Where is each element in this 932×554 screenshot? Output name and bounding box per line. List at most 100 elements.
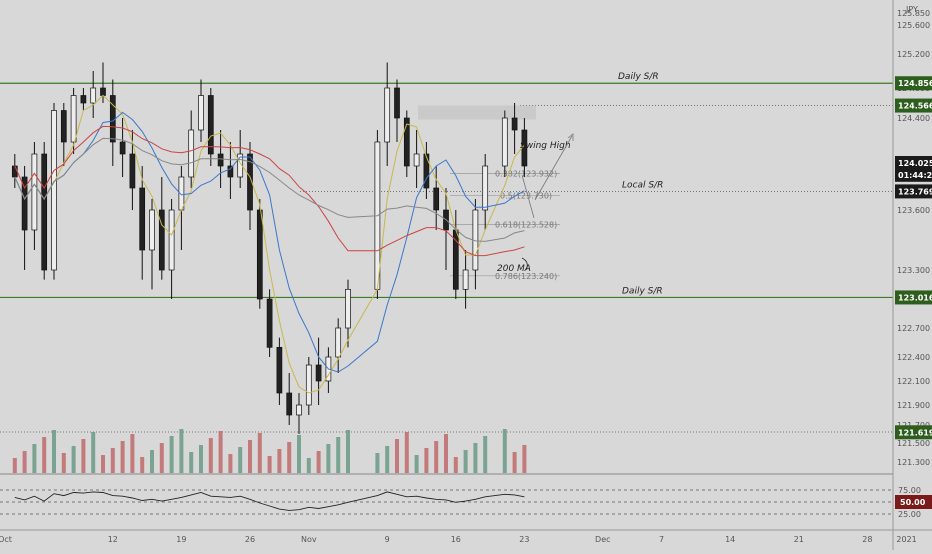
volume-bar	[110, 448, 115, 473]
candle-body	[100, 87, 106, 96]
candle-body	[482, 165, 489, 211]
price-badge	[895, 184, 932, 199]
candle-body	[119, 141, 126, 155]
candle-body	[11, 165, 18, 178]
candle-body	[51, 110, 57, 271]
volume-bar	[385, 446, 390, 473]
candle-body	[90, 87, 97, 104]
price-tick: 122.100	[897, 377, 930, 386]
volume-bar	[32, 444, 37, 473]
time-axis[interactable]: Oct 12 19 26 Nov 9 16 23 Dec 7 14 21 28 2021	[0, 535, 917, 544]
candle-body	[158, 209, 165, 271]
volume-bar	[424, 448, 429, 473]
rsi-badge	[895, 495, 932, 509]
candle-body	[31, 153, 38, 231]
volume-bar	[414, 455, 419, 473]
candle-body	[139, 187, 146, 251]
volume-bar	[159, 443, 164, 473]
price-badge-label: 124.856	[898, 79, 932, 88]
candle-body	[60, 110, 67, 143]
volume-bar	[199, 445, 203, 473]
candle-body	[109, 95, 116, 143]
volume-bar	[483, 436, 488, 473]
volume-bar	[42, 437, 47, 473]
volume-bar	[404, 432, 409, 473]
annotations: Swing High 200 MA	[497, 133, 574, 274]
level-label: Local S/R	[622, 180, 663, 190]
price-tick: 121.900	[897, 401, 930, 410]
price-tick: 123.300	[897, 266, 930, 275]
candle-body	[403, 117, 410, 167]
time-tick: 19	[176, 535, 186, 544]
volume-bar	[522, 445, 527, 473]
rsi-line	[14, 491, 525, 511]
volume-bar	[336, 437, 341, 473]
volume-bar	[473, 443, 478, 473]
price-tick: 122.400	[897, 353, 930, 362]
time-tick: 28	[862, 535, 872, 544]
candle-body	[501, 117, 508, 167]
candle-body	[129, 153, 136, 189]
price-badge	[895, 167, 932, 182]
candle-body	[433, 187, 440, 211]
volume-bar	[208, 438, 213, 473]
candle-body	[462, 269, 469, 290]
level-label: Daily S/R	[618, 72, 659, 82]
volume-bar	[395, 439, 399, 473]
volume-bar	[512, 452, 517, 473]
volume-bar	[179, 429, 184, 473]
candle-body	[423, 153, 430, 189]
candle-body	[511, 117, 518, 131]
candle-body	[149, 209, 155, 251]
volume-bar	[120, 441, 125, 473]
candle-body	[188, 129, 195, 178]
price-badge-label: 123.016	[898, 293, 932, 302]
price-axis[interactable]: 125.850125.600125.200124.800124.400124.0…	[895, 9, 932, 467]
candle-body	[286, 392, 293, 416]
candle-body	[256, 209, 263, 300]
volume-bar	[61, 453, 66, 473]
time-tick: 12	[108, 535, 118, 544]
volume-bar	[12, 458, 17, 473]
candle-body	[168, 209, 175, 271]
candle-body	[227, 165, 234, 178]
price-badge	[895, 98, 932, 113]
time-tick: 9	[385, 535, 390, 544]
volume-bar	[306, 458, 311, 473]
volume-bar	[228, 454, 233, 473]
price-tick: 123.600	[897, 206, 930, 215]
price-badge	[895, 290, 932, 305]
volume-bar	[326, 444, 331, 473]
level-label: Daily S/R	[622, 286, 663, 296]
horizontal-levels: Daily S/R Daily S/R Local S/R 0.382(123.932…	[0, 72, 893, 433]
moving-averages	[14, 94, 525, 394]
price-badge	[895, 76, 932, 91]
fib-label: 0.618(123.528)	[495, 220, 557, 229]
volume-bar	[71, 446, 76, 473]
volume-bar	[248, 440, 252, 473]
volume-bar	[101, 455, 105, 473]
candle-body	[394, 87, 400, 119]
fib-label: 0.786(123.240)	[495, 272, 557, 281]
time-tick: 14	[725, 535, 735, 544]
volume-bar	[140, 457, 145, 473]
candle-body	[296, 404, 302, 416]
time-tick: 16	[451, 535, 461, 544]
swing-high-label: Swing High	[520, 141, 571, 151]
price-tick-top: 125.850	[897, 9, 930, 18]
volume-bar	[150, 450, 154, 473]
candle-body	[198, 95, 204, 131]
volume-bar	[444, 434, 448, 473]
rsi-tick: 25.00	[898, 510, 921, 519]
price-tick: 121.300	[897, 458, 930, 467]
time-tick: Dec	[595, 535, 610, 544]
volume-bar	[257, 433, 262, 473]
candle-body	[41, 153, 48, 271]
volume-bar	[297, 435, 301, 473]
candle-body	[217, 153, 224, 167]
ma200-label: 200 MA	[497, 264, 531, 274]
time-tick: 2021	[896, 535, 916, 544]
